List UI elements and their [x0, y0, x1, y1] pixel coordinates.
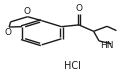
Text: HCl: HCl — [65, 61, 81, 71]
Text: O: O — [75, 4, 82, 13]
Text: O: O — [5, 28, 12, 37]
Text: HN: HN — [100, 41, 113, 50]
Text: O: O — [23, 7, 30, 16]
